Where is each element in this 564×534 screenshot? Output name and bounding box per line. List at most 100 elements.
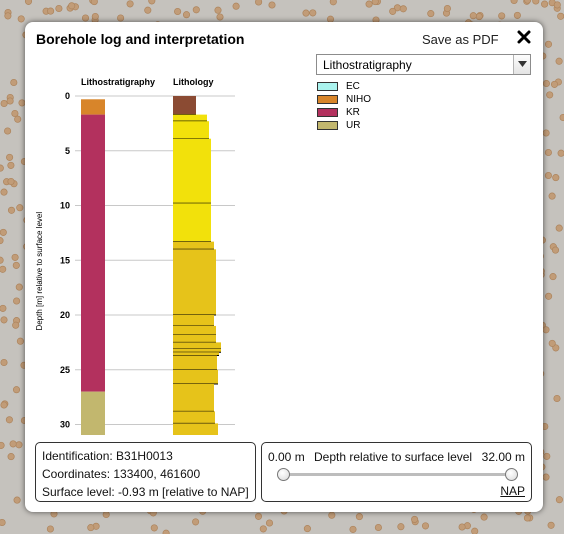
map-marker <box>0 228 7 236</box>
map-marker <box>553 394 561 403</box>
stratigraphy-layer-ur <box>81 391 105 435</box>
map-marker <box>16 204 24 212</box>
y-tick-label: 5 <box>65 146 70 156</box>
map-marker <box>10 78 18 87</box>
depth-slider-min-handle[interactable] <box>277 468 290 481</box>
legend-swatch <box>317 121 338 130</box>
map-marker <box>12 321 20 329</box>
map-marker <box>0 237 4 245</box>
map-marker <box>255 0 263 6</box>
map-marker <box>0 401 8 409</box>
lithology-layer <box>173 203 211 242</box>
map-marker <box>144 6 152 14</box>
coordinates-text: Coordinates: 133400, 461600 <box>42 467 201 481</box>
map-marker <box>4 12 12 20</box>
map-marker <box>371 0 379 6</box>
map-marker <box>13 496 21 504</box>
map-marker <box>232 2 240 10</box>
map-marker <box>555 224 563 232</box>
close-button[interactable] <box>515 28 533 46</box>
map-marker <box>214 6 222 14</box>
lithology-layer <box>173 383 214 412</box>
map-marker <box>480 513 488 521</box>
save-as-pdf-link[interactable]: Save as PDF <box>422 32 499 47</box>
map-marker <box>498 12 506 20</box>
map-marker <box>469 12 477 20</box>
y-tick-label: 15 <box>60 255 70 265</box>
map-marker <box>4 127 12 135</box>
map-marker <box>16 337 24 345</box>
select-value: Lithostratigraphy <box>323 58 412 72</box>
borehole-log-chart: Lithostratigraphy Lithology 0 5 10 15 20 25 30 De… <box>35 77 235 435</box>
lithology-layer <box>173 325 216 335</box>
map-marker <box>374 523 382 532</box>
dropdown-button[interactable] <box>513 55 530 74</box>
stratigraphy-layer-niho <box>81 99 105 115</box>
map-marker <box>254 512 263 520</box>
legend-label: EC <box>346 81 360 92</box>
lithology-layer <box>173 369 218 384</box>
map-marker <box>182 11 191 19</box>
map-marker <box>17 15 25 23</box>
map-marker <box>0 164 4 172</box>
y-tick-label: 25 <box>60 365 70 375</box>
map-marker <box>192 518 200 526</box>
map-marker <box>259 525 267 533</box>
map-marker <box>24 0 33 5</box>
map-marker <box>7 206 16 214</box>
map-marker <box>523 514 531 522</box>
lithology-layer <box>173 241 214 250</box>
map-marker <box>11 253 19 261</box>
map-marker <box>471 527 479 534</box>
map-marker <box>458 523 466 531</box>
lithology-layer <box>173 315 214 326</box>
map-marker <box>541 0 549 8</box>
map-marker <box>162 529 170 534</box>
map-marker <box>126 0 134 8</box>
map-marker <box>421 522 430 530</box>
map-marker <box>0 99 8 108</box>
depth-slider-max-handle[interactable] <box>505 468 518 481</box>
close-icon <box>517 30 531 44</box>
map-marker <box>9 440 17 448</box>
legend-label: UR <box>346 120 361 131</box>
map-marker <box>12 261 20 269</box>
legend-swatch <box>317 108 338 117</box>
map-marker <box>6 97 14 105</box>
map-marker <box>510 0 518 5</box>
y-axis-label: Depth [m] relative to surface level <box>35 212 44 331</box>
map-marker <box>309 9 317 17</box>
map-marker <box>544 171 552 180</box>
depth-range-label: Depth relative to surface level <box>314 450 473 464</box>
lithology-layer <box>173 249 216 315</box>
map-marker <box>302 9 310 17</box>
lithology-layer <box>173 423 218 435</box>
map-marker <box>328 511 336 519</box>
chevron-down-icon <box>518 61 527 67</box>
identification-text: Identification: B31H0013 <box>42 449 173 463</box>
borehole-dialog: Borehole log and interpretation Save as … <box>25 22 543 512</box>
legend-type-select[interactable]: Lithostratigraphy <box>316 54 531 75</box>
lithology-layer <box>173 114 207 122</box>
map-marker <box>553 1 561 9</box>
lithology-layer <box>173 96 196 115</box>
depth-max-label: 32.00 m <box>481 450 525 464</box>
map-marker <box>542 79 550 88</box>
depth-slider-track[interactable] <box>283 473 511 476</box>
map-marker <box>545 292 553 300</box>
map-marker <box>87 524 95 532</box>
y-tick-label: 10 <box>60 201 70 211</box>
map-marker <box>544 148 552 157</box>
map-marker <box>268 1 276 9</box>
map-marker <box>551 246 560 254</box>
map-marker <box>192 6 200 14</box>
lithology-layer <box>173 138 211 204</box>
map-marker <box>329 0 337 6</box>
map-marker <box>47 7 55 15</box>
nap-link[interactable]: NAP <box>500 484 525 498</box>
legend-swatch <box>317 82 338 91</box>
map-marker <box>399 5 407 13</box>
map-marker <box>543 452 551 460</box>
map-marker <box>532 0 540 5</box>
map-marker <box>91 12 99 21</box>
